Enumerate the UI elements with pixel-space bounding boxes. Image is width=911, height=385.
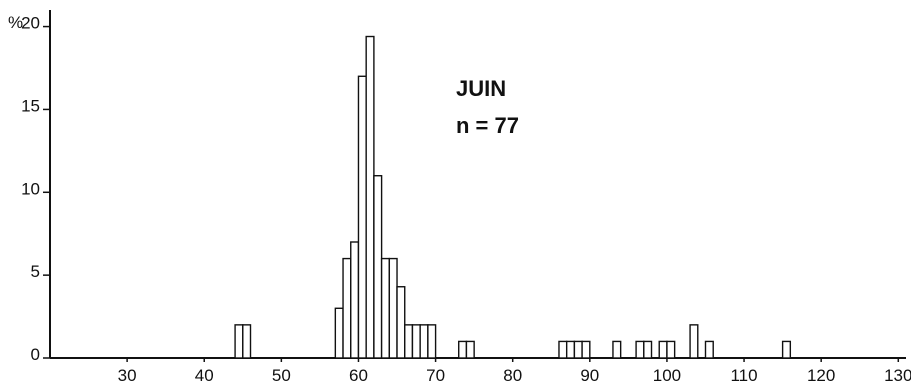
y-tick-label: 15 — [21, 96, 40, 115]
x-tick-label: 60 — [349, 366, 368, 385]
histogram-bar — [781, 340, 792, 359]
histogram-bar — [581, 340, 591, 359]
histogram-bar — [458, 340, 468, 359]
x-tick-label: 50 — [272, 366, 291, 385]
histogram-bar — [643, 340, 653, 359]
histogram-bar — [689, 324, 699, 359]
x-tick-label: 100 — [653, 366, 681, 385]
chart-subtitle: n = 77 — [456, 113, 519, 138]
x-tick-label: 70 — [426, 366, 445, 385]
chart-title: JUIN — [456, 76, 506, 101]
x-ticks: 30 40 50 60 70 80 90 100 110 120 130 — [118, 358, 911, 385]
histogram-bar — [342, 257, 352, 359]
histogram-bar — [404, 324, 414, 359]
y-axis-unit-label: % — [8, 13, 23, 32]
histogram-bar — [350, 241, 360, 359]
histogram-bar — [666, 340, 676, 359]
y-tick-label: 10 — [21, 179, 40, 198]
histogram-bar — [658, 340, 668, 359]
histogram-bar — [419, 324, 429, 359]
x-tick-label: 90 — [580, 366, 599, 385]
y-ticks: 0 5 10 15 20 — [21, 14, 50, 364]
histogram-bar — [373, 175, 383, 359]
x-tick-label: 80 — [503, 366, 522, 385]
histogram-bar — [365, 35, 375, 359]
histogram-bar — [334, 307, 344, 359]
x-tick-label: 120 — [807, 366, 835, 385]
y-tick-label: 0 — [31, 345, 40, 364]
histogram-bar — [234, 324, 244, 359]
histogram-bar — [612, 340, 622, 359]
bars — [234, 35, 792, 359]
histogram-bar — [388, 257, 398, 359]
x-tick-label: 110 — [730, 366, 757, 385]
histogram-bar — [558, 340, 568, 359]
histogram-bar — [704, 340, 714, 359]
histogram-bar — [380, 257, 391, 359]
histogram-bar — [565, 340, 576, 359]
histogram-bar — [465, 340, 475, 359]
histogram-bar — [242, 324, 252, 359]
x-tick-label: 40 — [195, 366, 214, 385]
histogram-bar — [411, 324, 421, 359]
y-tick-label: 20 — [21, 14, 40, 33]
histogram-bar — [427, 324, 437, 359]
x-tick-label: 130 — [884, 366, 911, 385]
axes — [49, 10, 906, 359]
histogram-bar — [573, 340, 583, 359]
y-tick-label: 5 — [31, 262, 40, 281]
x-tick-label: 30 — [118, 366, 137, 385]
histogram-bar — [635, 340, 645, 359]
histogram-bar — [357, 75, 367, 359]
histogram-bar — [396, 286, 406, 359]
